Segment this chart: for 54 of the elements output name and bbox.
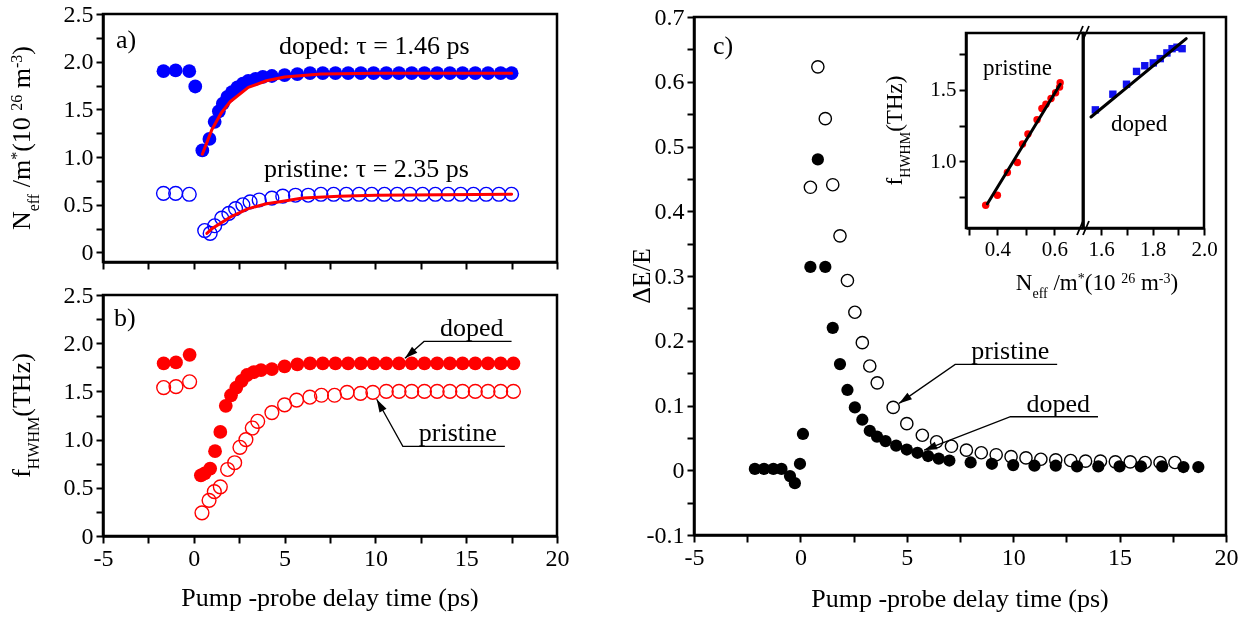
x-tick-label: 0 bbox=[794, 543, 807, 570]
annotation: pristine bbox=[983, 55, 1052, 80]
x-tick-label: 1.8 bbox=[1139, 236, 1167, 261]
x-tick-label: -5 bbox=[93, 544, 114, 571]
y-tick-label: 1.0 bbox=[930, 148, 957, 173]
annotation: doped bbox=[440, 313, 504, 343]
y-tick-label: 1.5 bbox=[63, 95, 94, 122]
annotation: a) bbox=[116, 25, 137, 54]
y-tick-label: 0.7 bbox=[654, 3, 685, 30]
x-tick-label: 0.6 bbox=[1041, 236, 1069, 261]
y-tick-label: 0.6 bbox=[654, 68, 685, 95]
x-tick-label: 20 bbox=[1214, 543, 1239, 570]
y-tick-label: 0.4 bbox=[654, 197, 685, 224]
annotation: pristine bbox=[418, 418, 497, 448]
x-tick-label: 5 bbox=[279, 544, 292, 571]
x-tick-label: -5 bbox=[684, 543, 705, 570]
y-tick-label: -0.1 bbox=[646, 521, 685, 548]
y-tick-label: 2.5 bbox=[63, 281, 94, 308]
y-tick-label: 0.3 bbox=[654, 262, 685, 289]
y-tick-label: 2.0 bbox=[63, 48, 94, 75]
x-tick-label: 10 bbox=[1001, 543, 1026, 570]
y-tick-label: 1.5 bbox=[63, 377, 94, 404]
y-tick-label: 1.0 bbox=[63, 143, 94, 170]
annotation: doped bbox=[1111, 111, 1168, 136]
x-tick-label: 10 bbox=[363, 544, 388, 571]
y-tick-label: 0 bbox=[672, 456, 685, 483]
text: N$_{eff}$ /m$^{*}$(10 $^{26}$ m$^{-3}$) bbox=[1015, 270, 1179, 301]
y-tick-label: 0.5 bbox=[654, 133, 685, 159]
annotation: c) bbox=[713, 31, 734, 60]
annotation: doped: τ = 1.46 ps bbox=[279, 31, 470, 60]
annotation: pristine: τ = 2.35 ps bbox=[264, 154, 469, 183]
x-tick-label: 20 bbox=[545, 544, 570, 571]
x-tick-label: 2.0 bbox=[1191, 236, 1218, 261]
y-axis-title: ΔE/E bbox=[627, 248, 656, 304]
y-tick-label: 2.0 bbox=[63, 329, 94, 356]
annotation: b) bbox=[114, 303, 136, 332]
x-tick-label: 1.6 bbox=[1088, 236, 1115, 261]
y-tick-label: 0.5 bbox=[63, 191, 94, 218]
annotation: doped bbox=[1026, 388, 1090, 418]
y-tick-label: 0.2 bbox=[654, 327, 685, 354]
y-tick-label: 1.0 bbox=[63, 426, 94, 453]
x-tick-label: 0 bbox=[188, 544, 201, 571]
annotation: pristine bbox=[971, 336, 1050, 366]
x-axis-title: Pump -probe delay time (ps) bbox=[181, 583, 479, 612]
y-tick-label: 2.5 bbox=[63, 0, 94, 27]
y-tick-label: 0 bbox=[81, 522, 94, 549]
x-axis-title: Pump -probe delay time (ps) bbox=[811, 584, 1109, 613]
x-tick-label: 15 bbox=[454, 544, 479, 571]
y-tick-label: 0.5 bbox=[63, 474, 94, 501]
y-tick-label: 1.5 bbox=[930, 77, 957, 102]
x-tick-label: 15 bbox=[1108, 543, 1133, 570]
x-tick-label: 5 bbox=[901, 543, 914, 570]
x-tick-label: 0.4 bbox=[984, 236, 1012, 261]
y-tick-label: 0.1 bbox=[654, 392, 685, 418]
